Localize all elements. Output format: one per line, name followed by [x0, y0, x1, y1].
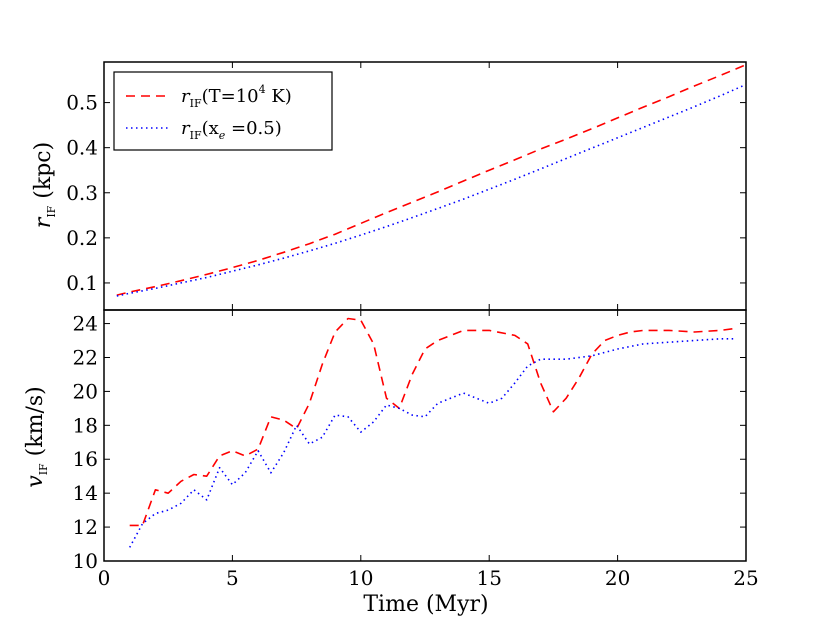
legend-entry-temperature: rIF(T=104 K): [181, 83, 292, 110]
bottom-y-axis-label: vIF (km/s): [23, 386, 50, 487]
y-tick-label: 22: [73, 345, 98, 369]
y-tick-label: 0.3: [66, 181, 98, 205]
y-tick-label: 24: [73, 312, 98, 336]
top-y-axis-label: rIF (kpc): [31, 142, 58, 228]
top-series-line-blue-dotted: [116, 83, 747, 297]
bottom-plot-frame: [103, 309, 747, 562]
y-tick-label: 0.4: [66, 136, 98, 160]
x-tick-label: 20: [605, 566, 630, 590]
y-tick-label: 10: [73, 549, 98, 573]
x-tick-label: 10: [348, 566, 373, 590]
y-tick-label: 0.2: [66, 226, 98, 250]
bottom-series-line-blue-dotted: [128, 337, 734, 548]
x-tick-label: 25: [733, 566, 758, 590]
legend: rIF(T=104 K) rIF(xe =0.5): [113, 71, 333, 151]
bottom-series-line-red-dashed: [129, 317, 734, 527]
legend-box: [113, 71, 333, 151]
y-tick-label: 20: [73, 379, 98, 403]
y-tick-label: 18: [73, 413, 98, 437]
x-tick-label: 0: [98, 566, 111, 590]
y-tick-label: 16: [73, 447, 98, 471]
x-axis-label: Time (Myr): [363, 592, 488, 617]
top-series-line-red-dashed: [116, 63, 747, 296]
bottom-panel: 10 12 14 16 18 20 22 24 0 5 10 15 20 25 vIF (km/s) Ti…: [23, 309, 759, 617]
x-tick-label: 5: [226, 566, 239, 590]
y-tick-label: 0.5: [66, 91, 98, 115]
legend-entry-ionization-fraction: rIF(xe =0.5): [181, 118, 282, 142]
y-tick-label: 0.1: [66, 271, 98, 295]
x-tick-label: 15: [476, 566, 501, 590]
y-tick-label: 12: [73, 515, 98, 539]
y-tick-label: 14: [73, 481, 98, 505]
top-panel: 0.1 0.2 0.3 0.4 0.5 rIF (kpc) rIF(T=104 K) r…: [31, 61, 747, 311]
